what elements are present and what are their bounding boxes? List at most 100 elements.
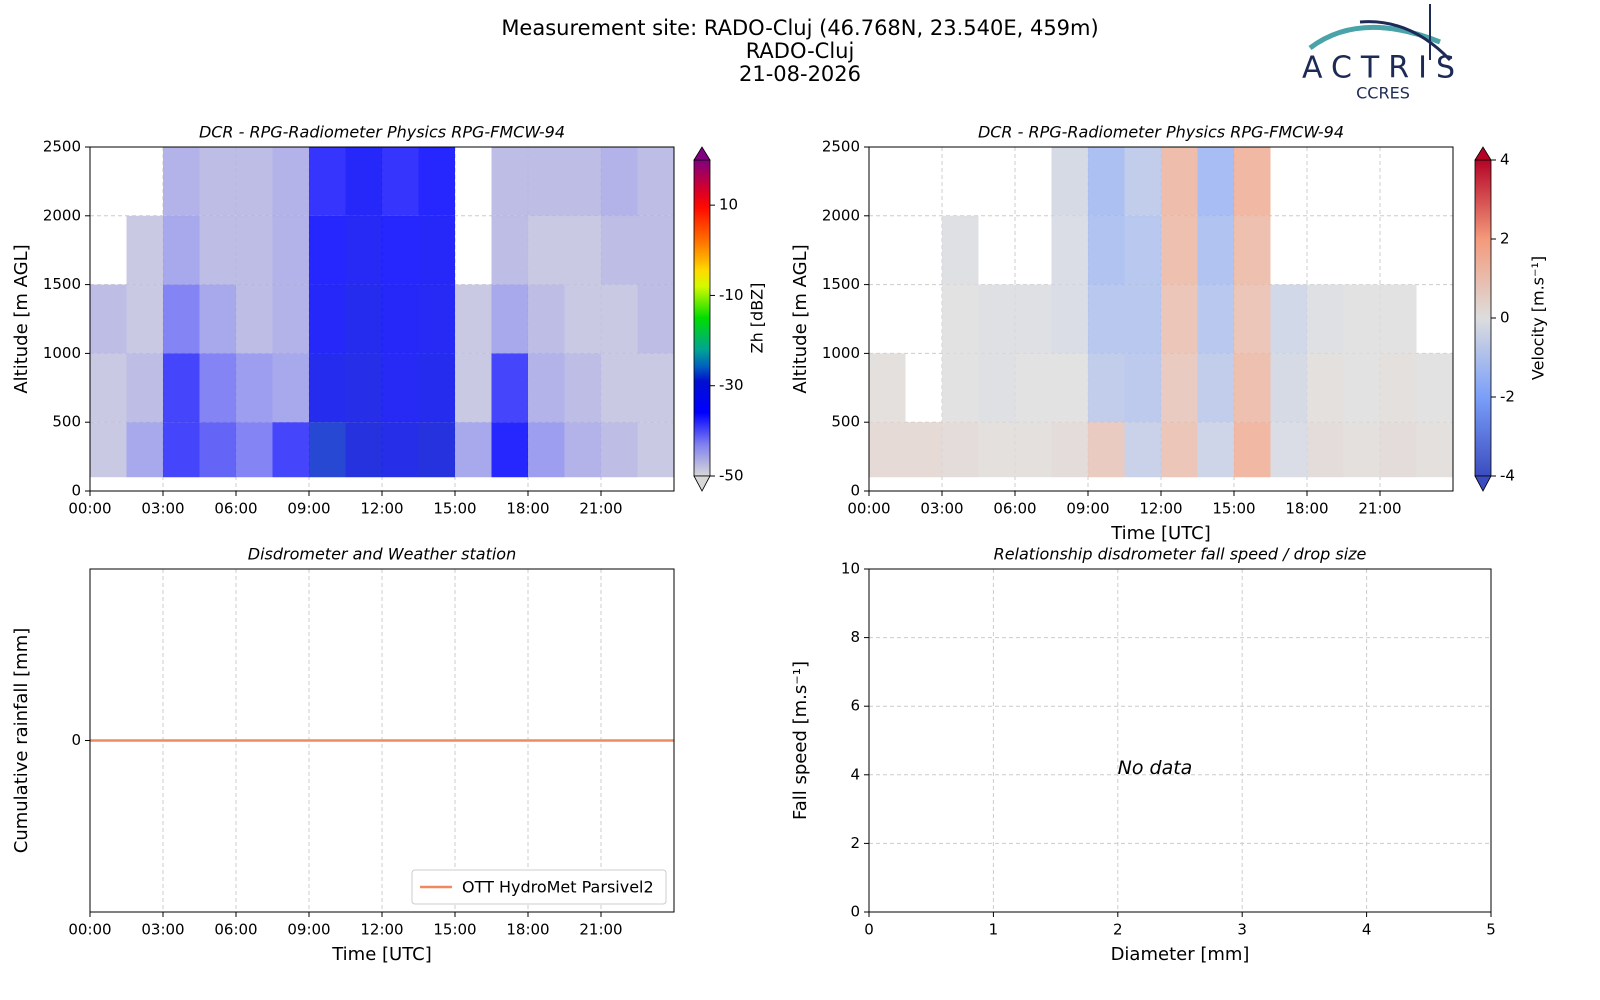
- colorbar-label: Velocity [m.s⁻¹]: [1529, 256, 1548, 380]
- heatmap-cell: [236, 284, 273, 354]
- heatmap-cell: [1124, 284, 1161, 354]
- heatmap-cell: [601, 353, 638, 423]
- legend: [411, 869, 667, 905]
- heatmap-cell: [637, 422, 674, 478]
- heatmap-cell: [869, 422, 906, 478]
- heatmap-cell: [637, 215, 674, 285]
- heatmap-cell: [601, 422, 638, 478]
- heatmap-cell: [564, 215, 601, 285]
- heatmap-cell: [1051, 422, 1088, 478]
- x-tick-label: 00:00: [68, 500, 111, 518]
- heatmap-cell: [1343, 284, 1380, 354]
- y-tick-label: 1500: [43, 275, 81, 293]
- heatmap-cell: [90, 284, 127, 354]
- heatmap-cell: [272, 215, 309, 285]
- logo-sub: CCRES: [1356, 84, 1410, 103]
- heatmap-cell: [942, 284, 979, 354]
- y-tick-label: 8: [850, 628, 860, 646]
- heatmap-cell: [418, 215, 455, 285]
- y-tick-label: 10: [841, 560, 860, 578]
- heatmap-cell: [1124, 147, 1161, 216]
- heatmap-cell: [601, 284, 638, 354]
- x-tick-label: 15:00: [1212, 500, 1255, 518]
- heatmap-cell: [455, 284, 492, 354]
- heatmap-cell: [978, 422, 1015, 478]
- x-tick-label: 4: [1362, 921, 1372, 939]
- heatmap-cell: [90, 422, 127, 478]
- x-tick-label: 18:00: [1285, 500, 1328, 518]
- heatmap-cell: [1234, 147, 1271, 216]
- x-tick-label: 15:00: [433, 500, 476, 518]
- y-tick-label: 2000: [43, 206, 81, 224]
- heatmap-cell: [1270, 284, 1307, 354]
- header-subtitle: RADO-Cluj: [746, 39, 855, 63]
- heatmap-cell: [1124, 353, 1161, 423]
- y-tick-label: 4: [850, 765, 860, 783]
- heatmap-cell: [418, 422, 455, 478]
- y-axis-label: Fall speed [m.s⁻¹]: [790, 661, 811, 820]
- heatmap-cell: [199, 284, 236, 354]
- x-tick-label: 03:00: [920, 500, 963, 518]
- heatmap-cell: [978, 284, 1015, 354]
- heatmap-cell: [1088, 353, 1125, 423]
- heatmap-cell: [905, 422, 942, 478]
- heatmap-cell: [1197, 147, 1234, 216]
- heatmap-cell: [126, 422, 163, 478]
- heatmap-cell: [1161, 353, 1198, 423]
- heatmap-cell: [1270, 353, 1307, 423]
- heatmap-cell: [163, 422, 200, 478]
- heatmap-cell: [418, 284, 455, 354]
- y-tick-label: 6: [850, 697, 860, 715]
- y-tick-label: 0: [850, 482, 860, 500]
- heatmap-cell: [1307, 284, 1344, 354]
- heatmap-cell: [272, 147, 309, 216]
- heatmap-cell: [1197, 353, 1234, 423]
- heatmap-cell: [1161, 215, 1198, 285]
- heatmap-cell: [236, 147, 273, 216]
- heatmap-cell: [236, 353, 273, 423]
- heatmap-cell: [1234, 215, 1271, 285]
- heatmap-cell: [199, 147, 236, 216]
- heatmap-cell: [942, 215, 979, 285]
- heatmap-cell: [126, 215, 163, 285]
- heatmap-cell: [637, 353, 674, 423]
- colorbar: [1474, 159, 1492, 477]
- colorbar-extend: [1474, 146, 1492, 161]
- heatmap-cell: [309, 353, 346, 423]
- heatmap-cell: [1051, 215, 1088, 285]
- plot-frame: [868, 568, 1492, 913]
- heatmap-cell: [1124, 422, 1161, 478]
- heatmap-cell: [1197, 284, 1234, 354]
- y-tick-label: 0: [850, 903, 860, 921]
- heatmap-cell: [1270, 422, 1307, 478]
- y-tick-label: 500: [52, 413, 81, 431]
- heatmap-cell: [491, 147, 528, 216]
- colorbar-tick-label: 2: [1500, 230, 1510, 248]
- heatmap-cell: [491, 215, 528, 285]
- heatmap-cell: [455, 353, 492, 423]
- x-tick-label: 03:00: [141, 921, 184, 939]
- x-axis-label: Time [UTC]: [1110, 523, 1211, 544]
- heatmap-cell: [1416, 422, 1453, 478]
- x-tick-label: 03:00: [141, 500, 184, 518]
- x-tick-label: 2: [1113, 921, 1123, 939]
- heatmap-cell: [1088, 422, 1125, 478]
- x-tick-label: 12:00: [1139, 500, 1182, 518]
- heatmap-cell: [309, 215, 346, 285]
- heatmap-cell: [942, 353, 979, 423]
- colorbar-tick-label: -30: [719, 376, 744, 394]
- x-tick-label: 21:00: [1358, 500, 1401, 518]
- header-title: Measurement site: RADO-Cluj (46.768N, 23…: [501, 16, 1098, 40]
- colorbar-tick-label: -10: [719, 286, 744, 304]
- heatmap-cell: [1088, 284, 1125, 354]
- colorbar-extend: [693, 475, 711, 492]
- heatmap-cell: [637, 284, 674, 354]
- heatmap-cell: [1161, 284, 1198, 354]
- heatmap-cell: [382, 147, 419, 216]
- heatmap-cell: [564, 147, 601, 216]
- heatmap-cell: [1343, 422, 1380, 478]
- heatmap-cell: [1015, 422, 1052, 478]
- y-tick-label: 1000: [822, 344, 860, 362]
- y-tick-label: 1500: [822, 275, 860, 293]
- heatmap-cell: [236, 215, 273, 285]
